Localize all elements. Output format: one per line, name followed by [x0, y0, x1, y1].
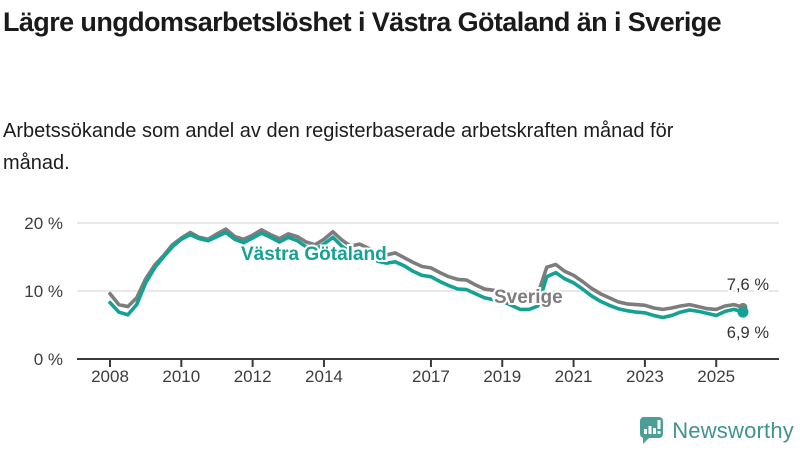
y-axis-tick-label: 0 %	[34, 350, 63, 369]
series-line-sverige	[108, 227, 745, 312]
series-end-value-label: 6,9 %	[727, 324, 770, 342]
x-axis-tick-label: 2012	[234, 367, 272, 386]
x-axis-tick-label: 2023	[626, 367, 664, 386]
series-label-v-stra-g-taland: Västra Götaland	[241, 244, 387, 265]
series-end-dot	[737, 306, 749, 318]
newsworthy-logo-text: Newsworthy	[672, 417, 794, 443]
x-axis-tick-label: 2008	[91, 367, 129, 386]
series-line-v-stra-g-taland	[108, 230, 745, 320]
series-end-value-label: 7,6 %	[727, 276, 770, 294]
x-axis-tick-label: 2010	[162, 367, 200, 386]
x-axis-tick-label: 2025	[697, 367, 735, 386]
y-axis-tick-label: 20 %	[24, 214, 63, 233]
chart-subtitle: Arbetssökande som andel av den registerb…	[3, 120, 674, 174]
bar-chart-speech-bubble-icon	[640, 417, 664, 444]
series-label-sverige: Sverige	[494, 287, 563, 308]
newsworthy-logo: Newsworthy	[639, 416, 794, 445]
x-axis-tick-label: 2014	[305, 367, 343, 386]
x-axis-tick-label: 2017	[412, 367, 450, 386]
y-axis-tick-label: 10 %	[24, 282, 63, 301]
page-title: Lägre ungdomsarbetslöshet i Västra Götal…	[3, 7, 722, 37]
x-axis-tick-label: 2019	[483, 367, 521, 386]
x-axis-tick-label: 2021	[555, 367, 593, 386]
